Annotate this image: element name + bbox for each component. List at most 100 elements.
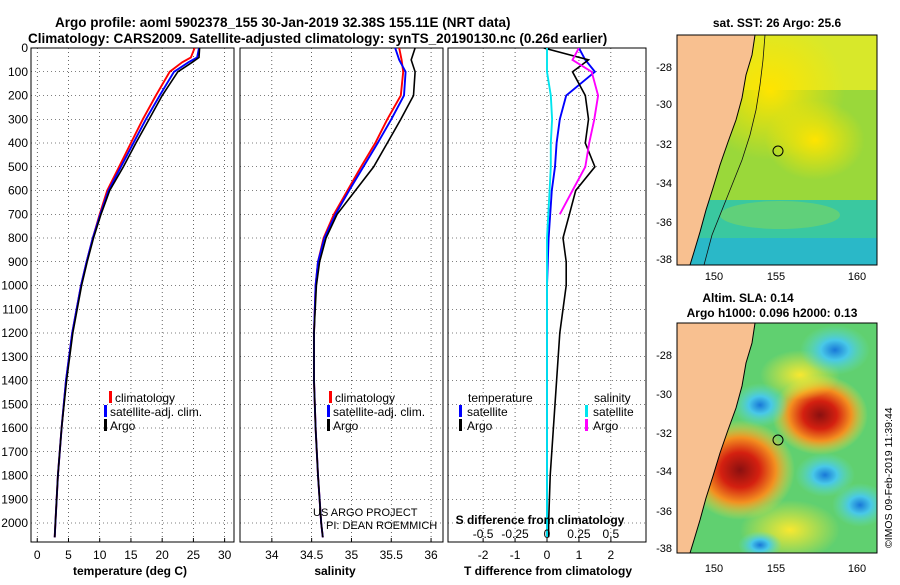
difference-legend: temperature satellite Argo salinity sate… — [459, 391, 634, 433]
map-tick-label: -32 — [656, 428, 672, 440]
y-tick-label: 2000 — [1, 516, 28, 530]
x-tick-label: -2 — [478, 548, 489, 562]
y-tick-label: 200 — [8, 89, 28, 103]
sla-map-title-line2: Argo h1000: 0.096 h2000: 0.13 — [687, 306, 858, 320]
legend-swatch-s-argo — [585, 419, 588, 431]
sst-map-x-ticks: 150 155 160 — [705, 271, 866, 283]
x-tick-label: 10 — [93, 548, 107, 562]
y-tick-label: 700 — [8, 207, 28, 221]
x-tick-label: 0 — [34, 548, 41, 562]
x-tick-label: 20 — [155, 548, 169, 562]
y-tick-label: 1700 — [1, 445, 28, 459]
argo-position-marker — [772, 145, 784, 157]
project-credit-line2: PI: DEAN ROEMMICH — [326, 520, 437, 532]
y-tick-label: 600 — [8, 184, 28, 198]
map-tick-label: -34 — [656, 178, 672, 190]
legend-label-argo: Argo — [110, 419, 136, 433]
figure-title-line2: Climatology: CARS2009. Satellite-adjuste… — [28, 31, 607, 46]
differences-series-s-climatology-diff — [558, 48, 600, 215]
y-tick-label: 1200 — [1, 326, 28, 340]
x-tick-label: 1 — [576, 548, 583, 562]
y-tick-label: 900 — [8, 255, 28, 269]
legend-label-climatology: climatology — [335, 391, 395, 405]
x-tick-label: 34.5 — [300, 548, 324, 562]
legend-label-climatology: climatology — [115, 391, 175, 405]
salinity-plot-area — [239, 47, 444, 543]
sla-map-x-ticks: 150 155 160 — [705, 563, 866, 575]
y-tick-label: 1900 — [1, 492, 28, 506]
sla-map — [677, 323, 877, 553]
temperature-series-satellite-adj-clim- — [53, 48, 200, 538]
legend-label-s-argo: Argo — [593, 419, 619, 433]
temperature-plot-area — [30, 47, 235, 543]
argo-position-marker — [772, 434, 784, 446]
legend-swatch-climatology — [329, 391, 332, 403]
legend-label-satellite: satellite-adj. clim. — [110, 405, 202, 419]
map-tick-label: -38 — [656, 254, 672, 266]
salinity-x-axis-label: salinity — [314, 564, 356, 578]
legend-label-s-satellite: satellite — [593, 405, 634, 419]
legend-swatch-argo — [327, 419, 330, 431]
legend-title-salinity: salinity — [594, 391, 631, 405]
top-x-tick-label: -0.5 — [473, 527, 494, 541]
salinity-series-satellite-adj-clim- — [313, 48, 407, 538]
y-tick-label: 1000 — [1, 279, 28, 293]
x-tick-label: 30 — [218, 548, 232, 562]
x-tick-label: 5 — [65, 548, 72, 562]
legend-swatch-climatology — [109, 391, 112, 403]
y-tick-label: 1400 — [1, 374, 28, 388]
legend-title-temperature: temperature — [468, 391, 533, 405]
salinity-series-group — [313, 48, 416, 538]
sla-map-y-ticks: -28 -30 -32 -34 -36 -38 — [656, 350, 672, 555]
y-tick-label: 1100 — [2, 302, 28, 316]
y-tick-label: 400 — [8, 136, 28, 150]
legend-label-t-argo: Argo — [467, 419, 493, 433]
map-tick-label: -34 — [656, 466, 672, 478]
difference-top-axis-label: S difference from climatology — [456, 513, 625, 527]
map-tick-label: -32 — [656, 139, 672, 151]
map-tick-label: 160 — [848, 271, 866, 283]
sst-map-frame — [676, 34, 878, 266]
map-tick-label: -36 — [656, 506, 672, 518]
legend-swatch-satellite — [327, 405, 330, 417]
y-tick-label: 800 — [8, 231, 28, 245]
temperature-series-group — [53, 48, 201, 538]
sla-map-frame — [676, 322, 878, 554]
top-x-tick-label: 0.25 — [567, 527, 591, 541]
imos-credit: ©IMOS 09-Feb-2019 11:39:44 — [883, 407, 895, 548]
temperature-series-climatology — [53, 48, 196, 538]
legend-swatch-argo — [104, 419, 107, 431]
y-tick-label: 100 — [8, 65, 28, 79]
map-tick-label: -30 — [656, 389, 672, 401]
sst-map-title: sat. SST: 26 Argo: 25.6 — [713, 16, 842, 30]
x-tick-label: 35.5 — [380, 548, 404, 562]
map-tick-label: 150 — [705, 271, 723, 283]
legend-swatch-t-satellite — [459, 405, 462, 417]
differences-series-s-satellite — [546, 48, 554, 538]
differences-series-t-argo — [543, 48, 596, 538]
sla-map-title-line1: Altim. SLA: 0.14 — [702, 291, 794, 305]
x-tick-label: -1 — [510, 548, 521, 562]
differences-series-group — [543, 48, 600, 538]
legend-label-satellite: satellite-adj. clim. — [333, 405, 425, 419]
x-tick-label: 35 — [345, 548, 359, 562]
salinity-legend: climatology satellite-adj. clim. Argo — [327, 391, 425, 433]
legend-label-argo: Argo — [333, 419, 359, 433]
legend-swatch-satellite — [104, 405, 107, 417]
map-tick-label: 160 — [848, 563, 866, 575]
difference-x-axis-label: T difference from climatology — [464, 564, 632, 578]
top-x-tick-label: 0.5 — [603, 527, 620, 541]
temperature-series-argo — [53, 48, 201, 538]
x-tick-label: 36 — [424, 548, 438, 562]
sst-map — [677, 35, 877, 265]
top-x-tick-label: 0 — [544, 527, 551, 541]
x-tick-label: 34 — [265, 548, 279, 562]
y-tick-label: 1600 — [1, 421, 28, 435]
temperature-legend: climatology satellite-adj. clim. Argo — [104, 391, 202, 433]
legend-label-t-satellite: satellite — [467, 405, 508, 419]
map-tick-label: -28 — [656, 350, 672, 362]
map-tick-label: -28 — [656, 62, 672, 74]
map-tick-label: -36 — [656, 217, 672, 229]
x-tick-label: 25 — [187, 548, 201, 562]
